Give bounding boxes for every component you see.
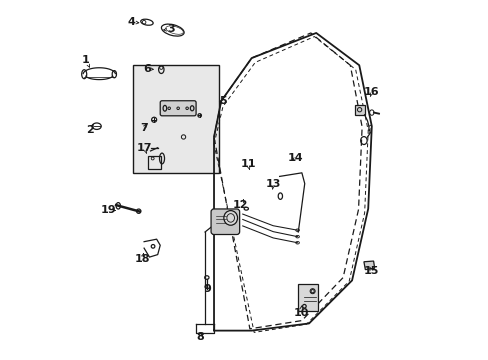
Text: 6: 6	[142, 64, 151, 74]
Text: 15: 15	[364, 266, 379, 276]
Text: 17: 17	[137, 143, 152, 153]
Text: 1: 1	[82, 55, 90, 65]
Bar	[354, 105, 364, 115]
Text: 10: 10	[293, 308, 308, 318]
Text: 11: 11	[240, 159, 255, 169]
Text: 14: 14	[287, 153, 303, 163]
Polygon shape	[363, 261, 374, 270]
Text: 19: 19	[101, 206, 117, 216]
Text: 18: 18	[134, 254, 150, 264]
Text: 7: 7	[140, 123, 148, 133]
Bar	[133, 65, 219, 173]
Text: 13: 13	[265, 179, 280, 189]
Bar	[298, 284, 317, 311]
Text: 2: 2	[85, 125, 93, 135]
FancyBboxPatch shape	[211, 209, 239, 234]
FancyBboxPatch shape	[160, 101, 196, 116]
Text: 16: 16	[363, 87, 379, 97]
Ellipse shape	[224, 211, 237, 225]
Text: 12: 12	[233, 200, 248, 210]
Text: 9: 9	[203, 284, 210, 294]
Text: 3: 3	[167, 24, 174, 35]
Text: 4: 4	[127, 17, 135, 27]
Bar	[147, 156, 160, 169]
Text: 8: 8	[197, 332, 204, 342]
Text: 5: 5	[219, 96, 226, 106]
